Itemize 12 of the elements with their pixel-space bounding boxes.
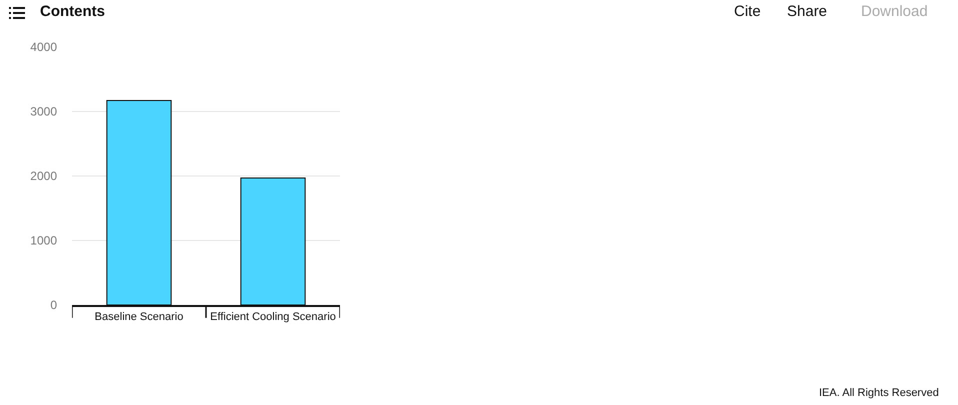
y-tick-label: 0 [50, 298, 58, 312]
text: Cite [734, 3, 761, 20]
text: Download [861, 3, 928, 20]
x-tick-label: Baseline Scenario [94, 310, 184, 323]
y-tick-label: 1000 [30, 234, 58, 248]
text: Share [787, 3, 828, 20]
x-tick-label: Efficient Cooling Scenario [210, 310, 336, 323]
y-tick-label: 2000 [30, 169, 58, 184]
y-tick-label: 3000 [30, 104, 58, 119]
text: IEA. All Rights Reserved [819, 387, 939, 399]
y-tick-label: 4000 [30, 40, 58, 54]
text: Contents [40, 3, 105, 20]
